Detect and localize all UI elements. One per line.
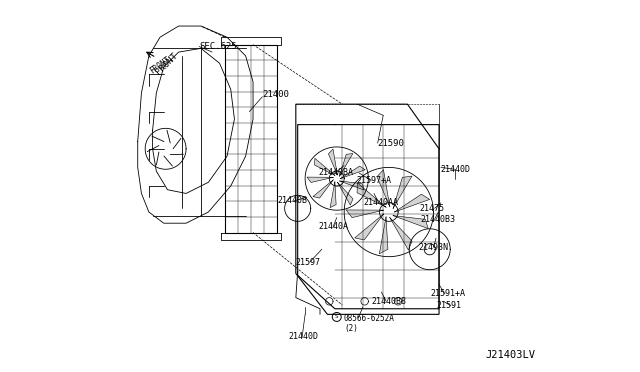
Polygon shape — [346, 210, 383, 218]
Text: FRONT: FRONT — [154, 51, 180, 76]
Polygon shape — [340, 181, 364, 190]
Text: 21591+A: 21591+A — [430, 289, 465, 298]
Polygon shape — [340, 154, 353, 176]
Text: 21440B3: 21440B3 — [420, 215, 456, 224]
Text: 21440D: 21440D — [289, 332, 318, 341]
Polygon shape — [355, 214, 383, 240]
Text: 21440B: 21440B — [277, 196, 307, 205]
Polygon shape — [380, 217, 388, 254]
Text: SEC.625: SEC.625 — [199, 42, 237, 51]
Polygon shape — [393, 176, 412, 208]
Text: 21440BA: 21440BA — [318, 169, 353, 177]
Polygon shape — [330, 182, 336, 208]
Polygon shape — [307, 177, 333, 183]
Text: 21400: 21400 — [262, 90, 289, 99]
Polygon shape — [390, 218, 412, 250]
Polygon shape — [377, 170, 390, 206]
Text: 21440D: 21440D — [441, 165, 471, 174]
Polygon shape — [337, 182, 353, 205]
Text: 21597+A: 21597+A — [356, 176, 392, 185]
Polygon shape — [313, 180, 333, 198]
Text: 21440A: 21440A — [318, 222, 348, 231]
Polygon shape — [394, 194, 429, 212]
Polygon shape — [357, 183, 386, 207]
Text: FRONT: FRONT — [148, 55, 172, 76]
Text: 21591: 21591 — [436, 301, 461, 310]
Polygon shape — [340, 166, 365, 179]
Text: 21493N: 21493N — [419, 243, 449, 252]
Text: 08566-6252A: 08566-6252A — [344, 314, 394, 323]
Polygon shape — [393, 216, 428, 229]
Text: 21440AA: 21440AA — [364, 198, 399, 207]
Text: J21403LV: J21403LV — [486, 350, 536, 360]
Text: S: S — [335, 314, 339, 320]
Text: (2): (2) — [344, 324, 358, 333]
Text: 21597: 21597 — [296, 258, 321, 267]
Text: 21590: 21590 — [378, 139, 404, 148]
Polygon shape — [328, 149, 337, 175]
Polygon shape — [314, 158, 335, 175]
Text: 21475: 21475 — [420, 204, 445, 213]
Text: 21440B8: 21440B8 — [371, 297, 406, 306]
